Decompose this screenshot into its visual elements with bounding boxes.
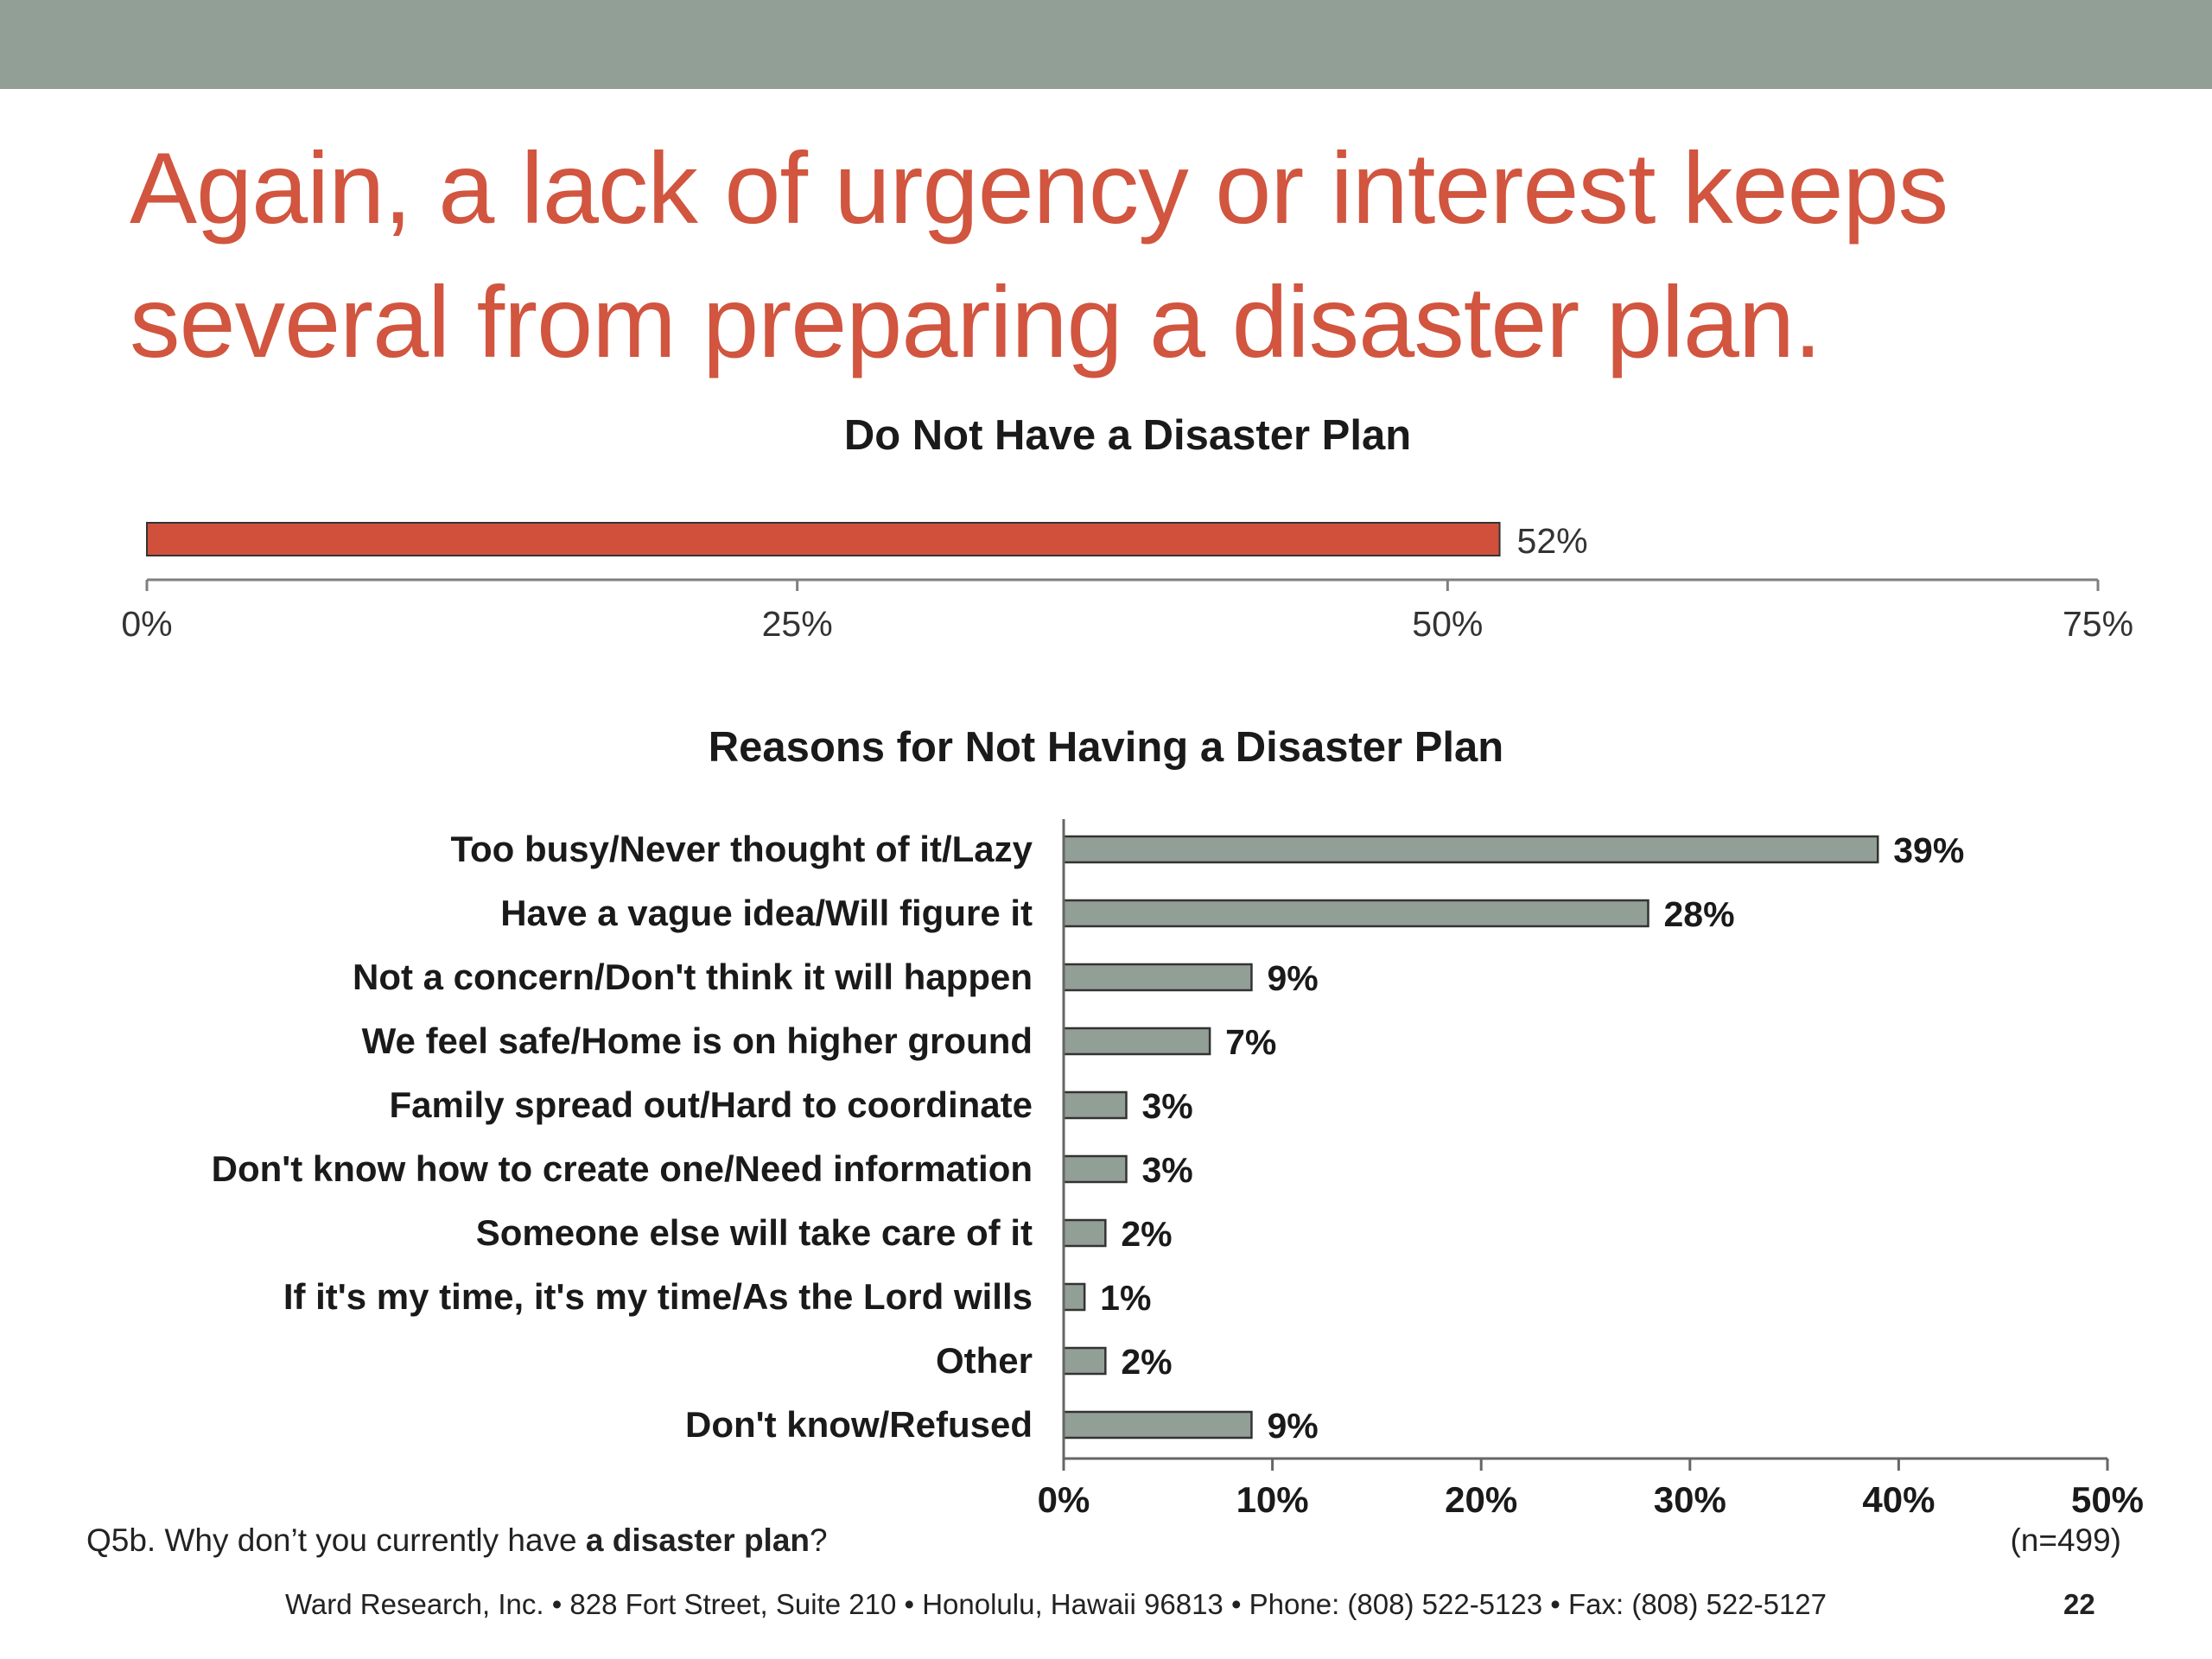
chart-2-tick-label: 40% [1862,1479,1935,1520]
chart-do-not-have-plan: Do Not Have a Disaster Plan 52% 0% 25% 50%… [121,412,2133,644]
chart-2-bar [1062,1346,1107,1376]
chart-2-bar [1062,1410,1253,1440]
question-prefix: Q5b. Why don’t you currently have [86,1522,586,1558]
chart-2-bar [1062,963,1253,992]
chart-2-category-label: Someone else will take care of it [476,1212,1033,1253]
chart-2-tick-label: 20% [1445,1479,1517,1520]
chart-2-category-label: Don't know/Refused [685,1404,1033,1445]
chart-1-value-label: 52% [1517,521,1588,561]
chart-2-title: Reasons for Not Having a Disaster Plan [709,724,1503,771]
question-suffix: ? [810,1522,828,1558]
chart-2-value-label: 3% [1141,1150,1192,1190]
chart-reasons: Reasons for Not Having a Disaster Plan T… [212,724,2144,1520]
chart-1-tick-label: 0% [121,604,172,644]
chart-2-category-label: Other [936,1340,1033,1381]
chart-2-category-label: Don't know how to create one/Need inform… [212,1148,1033,1189]
chart-2-bar [1062,835,1879,864]
chart-2-value-label: 3% [1141,1086,1192,1126]
chart-2-bar [1062,1282,1086,1312]
chart-2-bar [1062,1090,1128,1120]
chart-2-category-label: Too busy/Never thought of it/Lazy [450,829,1033,869]
header-band [0,0,2212,89]
chart-2-value-label: 9% [1267,958,1318,998]
chart-2-category-label: We feel safe/Home is on higher ground [362,1020,1033,1061]
chart-2-value-label: 1% [1100,1278,1151,1318]
slide-title-line-2: several from preparing a disaster plan. [130,265,1821,378]
chart-1-tick-label: 25% [762,604,833,644]
chart-2-value-label: 39% [1893,830,1964,870]
chart-2-bar [1062,899,1649,928]
chart-2-value-label: 7% [1225,1022,1276,1062]
slide-title-line-1: Again, a lack of urgency or interest kee… [130,131,1948,245]
sample-size: (n=499) [2010,1522,2121,1558]
chart-1-tick-label: 75% [2063,604,2133,644]
chart-2-category-label: Not a concern/Don't think it will happen [353,957,1033,997]
chart-2-tick-label: 0% [1038,1479,1090,1520]
chart-2-value-label: 2% [1121,1214,1172,1254]
chart-2-tick-label: 10% [1236,1479,1309,1520]
chart-2-category-label: Have a vague idea/Will figure it [500,893,1033,933]
page-number: 22 [2063,1588,2095,1620]
slide-title: Again, a lack of urgency or interest kee… [130,121,2117,389]
chart-1-bar [146,522,1501,556]
chart-2-value-label: 28% [1663,894,1734,934]
chart-2-category-label: Family spread out/Hard to coordinate [390,1084,1033,1125]
chart-2-value-label: 2% [1121,1342,1172,1382]
chart-1-tick-label: 50% [1412,604,1483,644]
question-footnote: Q5b. Why don’t you currently have a disa… [86,1522,828,1559]
chart-2-value-label: 9% [1267,1406,1318,1446]
chart-1-title: Do Not Have a Disaster Plan [844,412,1411,459]
chart-2-tick-label: 50% [2071,1479,2144,1520]
chart-2-bar [1062,1154,1128,1184]
chart-2-bar [1062,1218,1107,1248]
question-bold: a disaster plan [585,1522,810,1558]
chart-2-category-label: If it's my time, it's my time/As the Lor… [283,1276,1033,1317]
footer-contact: Ward Research, Inc. • 828 Fort Street, S… [285,1588,1827,1620]
chart-2-bar [1062,1027,1211,1056]
chart-2-tick-label: 30% [1654,1479,1726,1520]
